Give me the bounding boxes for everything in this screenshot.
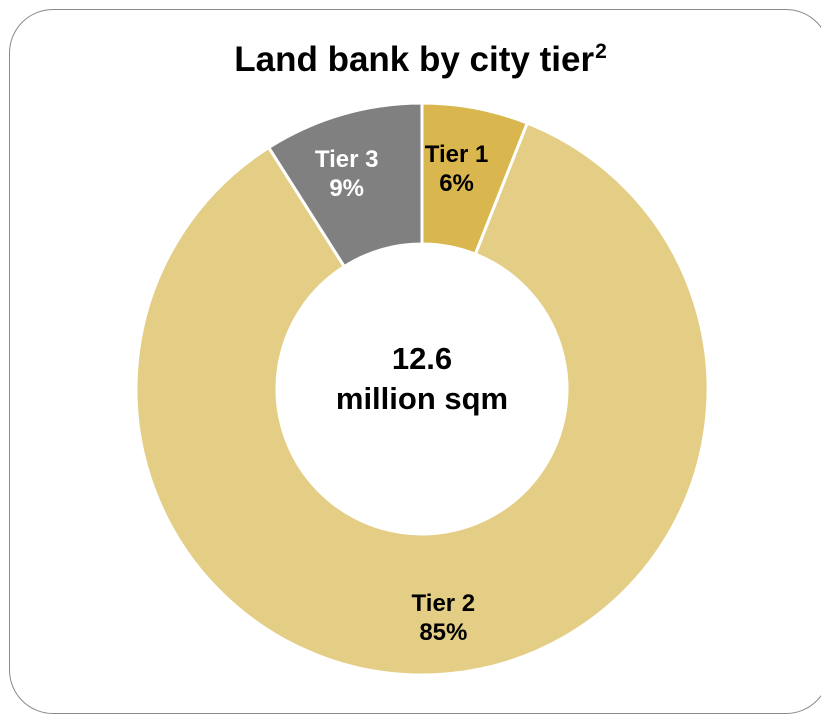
slice-percent-tier-2: 85% xyxy=(419,619,467,646)
chart-title-footnote: 2 xyxy=(595,40,607,63)
donut-chart: Tier 16% Tier 285% Tier 39% 12.6 million s… xyxy=(134,101,710,677)
slice-label-tier-2: Tier 2 xyxy=(412,590,476,617)
slice-label-tier-1: Tier 1 xyxy=(425,141,489,168)
donut-slice-labels: Tier 16% Tier 285% Tier 39% xyxy=(315,141,488,646)
slice-percent-tier-3: 9% xyxy=(329,175,364,202)
center-unit: million sqm xyxy=(336,381,508,416)
slice-label-tier-3: Tier 3 xyxy=(315,146,379,173)
donut-slice-tier-2 xyxy=(134,121,710,677)
slice-percent-tier-1: 6% xyxy=(439,170,474,197)
chart-title-text: Land bank by city tier xyxy=(234,40,595,79)
chart-title: Land bank by city tier2 xyxy=(10,41,821,77)
donut-slices xyxy=(134,101,710,677)
donut-slice-tier-3 xyxy=(266,101,424,269)
center-value: 12.6 xyxy=(392,341,452,376)
chart-card: Land bank by city tier2 Tier 1 6% Tier 2 85… xyxy=(9,9,821,714)
